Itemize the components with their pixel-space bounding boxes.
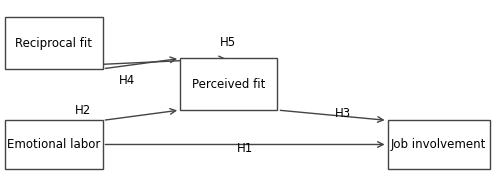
Text: Job involvement: Job involvement: [391, 138, 486, 151]
FancyBboxPatch shape: [5, 17, 102, 69]
FancyBboxPatch shape: [180, 58, 278, 110]
Text: Perceived fit: Perceived fit: [192, 78, 266, 91]
Text: H5: H5: [220, 36, 236, 50]
Text: H4: H4: [120, 74, 136, 87]
FancyBboxPatch shape: [5, 120, 102, 169]
Text: H3: H3: [334, 107, 350, 120]
FancyBboxPatch shape: [388, 120, 490, 169]
Text: Emotional labor: Emotional labor: [7, 138, 100, 151]
Text: H1: H1: [237, 142, 253, 155]
Text: H2: H2: [74, 104, 90, 117]
Text: Reciprocal fit: Reciprocal fit: [15, 36, 92, 50]
